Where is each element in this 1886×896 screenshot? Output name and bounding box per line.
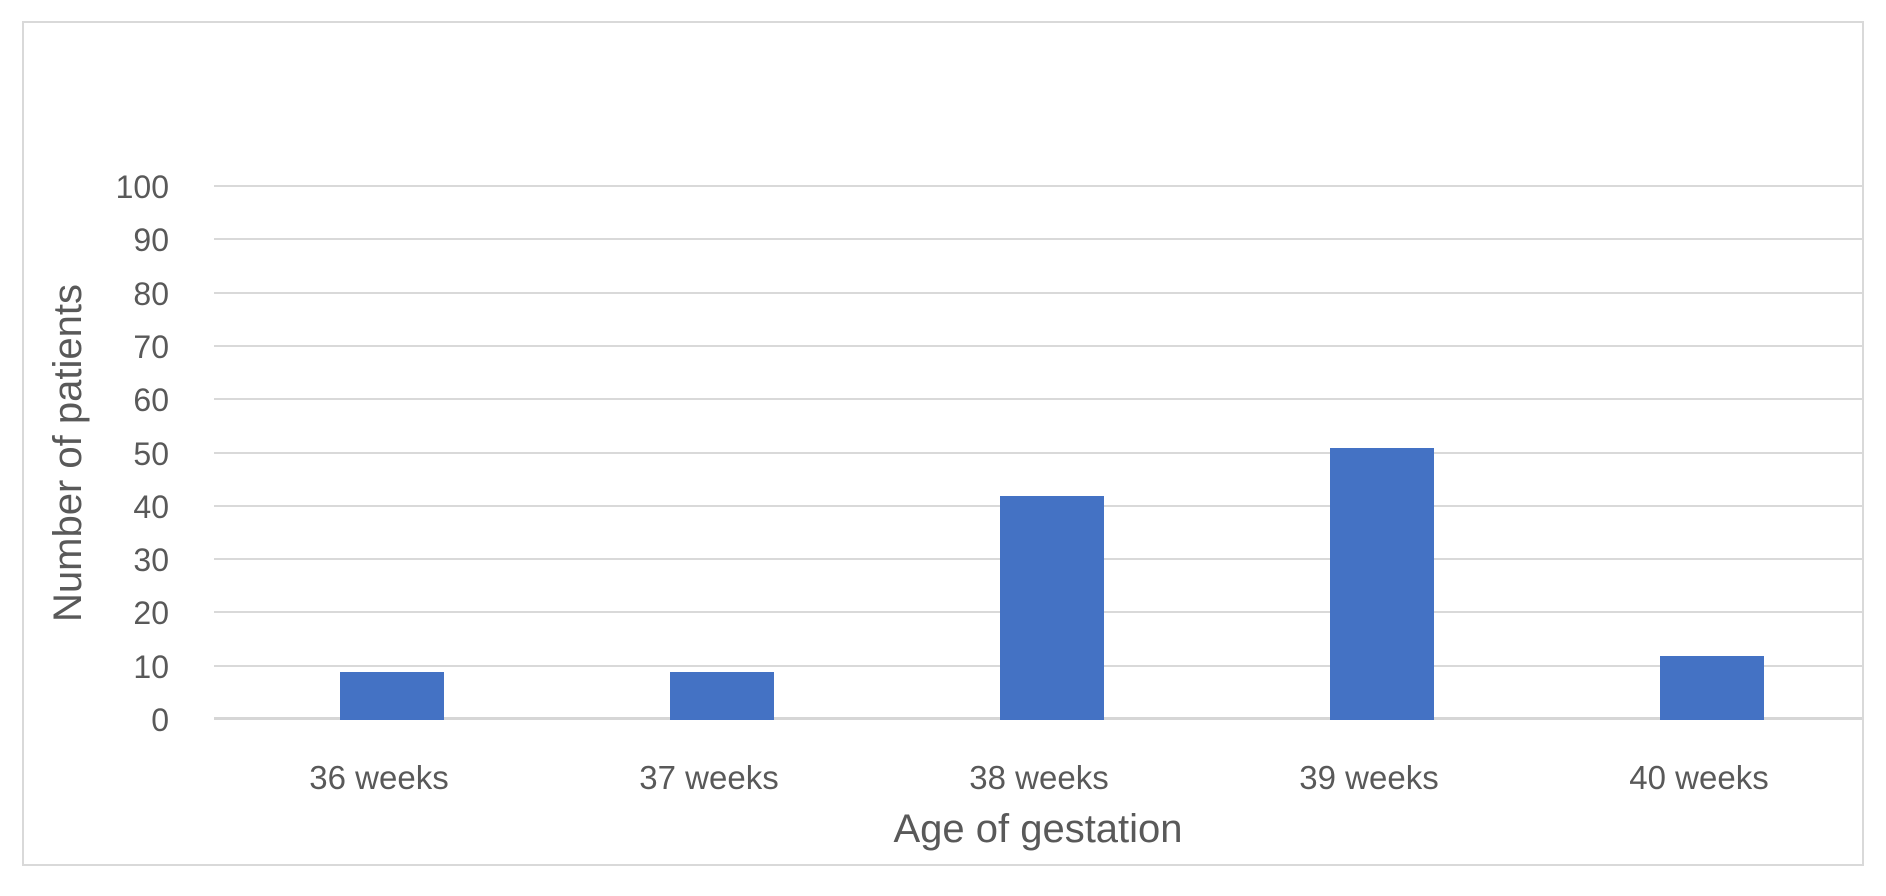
x-tick-label: 36 weeks (309, 759, 449, 796)
x-tick-label: 39 weeks (1299, 759, 1439, 796)
plot-area (214, 185, 1862, 720)
gridline (214, 398, 1862, 401)
bar-40-weeks (1660, 656, 1764, 720)
y-tick-label: 50 (133, 435, 169, 472)
y-axis-tick-labels: 0 10 20 30 40 50 60 70 80 90 100 (24, 23, 169, 864)
y-tick-label: 80 (133, 275, 169, 312)
bar-38-weeks (1000, 496, 1104, 720)
y-tick-label: 40 (133, 488, 169, 525)
bar-chart: Number of patients 0 10 20 30 40 50 60 70 80 90 10… (22, 21, 1864, 866)
gridline (214, 238, 1862, 241)
gridline (214, 344, 1862, 347)
gridline (214, 185, 1862, 187)
y-tick-label: 100 (115, 169, 169, 205)
x-tick-label: 38 weeks (969, 759, 1109, 796)
bar-39-weeks (1330, 448, 1434, 720)
x-tick-label: 37 weeks (639, 759, 779, 796)
y-tick-label: 30 (133, 542, 169, 579)
y-tick-label: 0 (151, 702, 169, 738)
x-tick-label: 40 weeks (1629, 759, 1769, 796)
y-tick-label: 90 (133, 222, 169, 259)
y-tick-label: 60 (133, 382, 169, 419)
y-tick-label: 10 (133, 648, 169, 685)
gridline (214, 291, 1862, 294)
bar-37-weeks (670, 672, 774, 720)
y-tick-label: 70 (133, 328, 169, 365)
gridline (214, 451, 1862, 454)
bar-36-weeks (340, 672, 444, 720)
y-tick-label: 20 (133, 595, 169, 632)
x-axis-title: Age of gestation (893, 807, 1183, 851)
